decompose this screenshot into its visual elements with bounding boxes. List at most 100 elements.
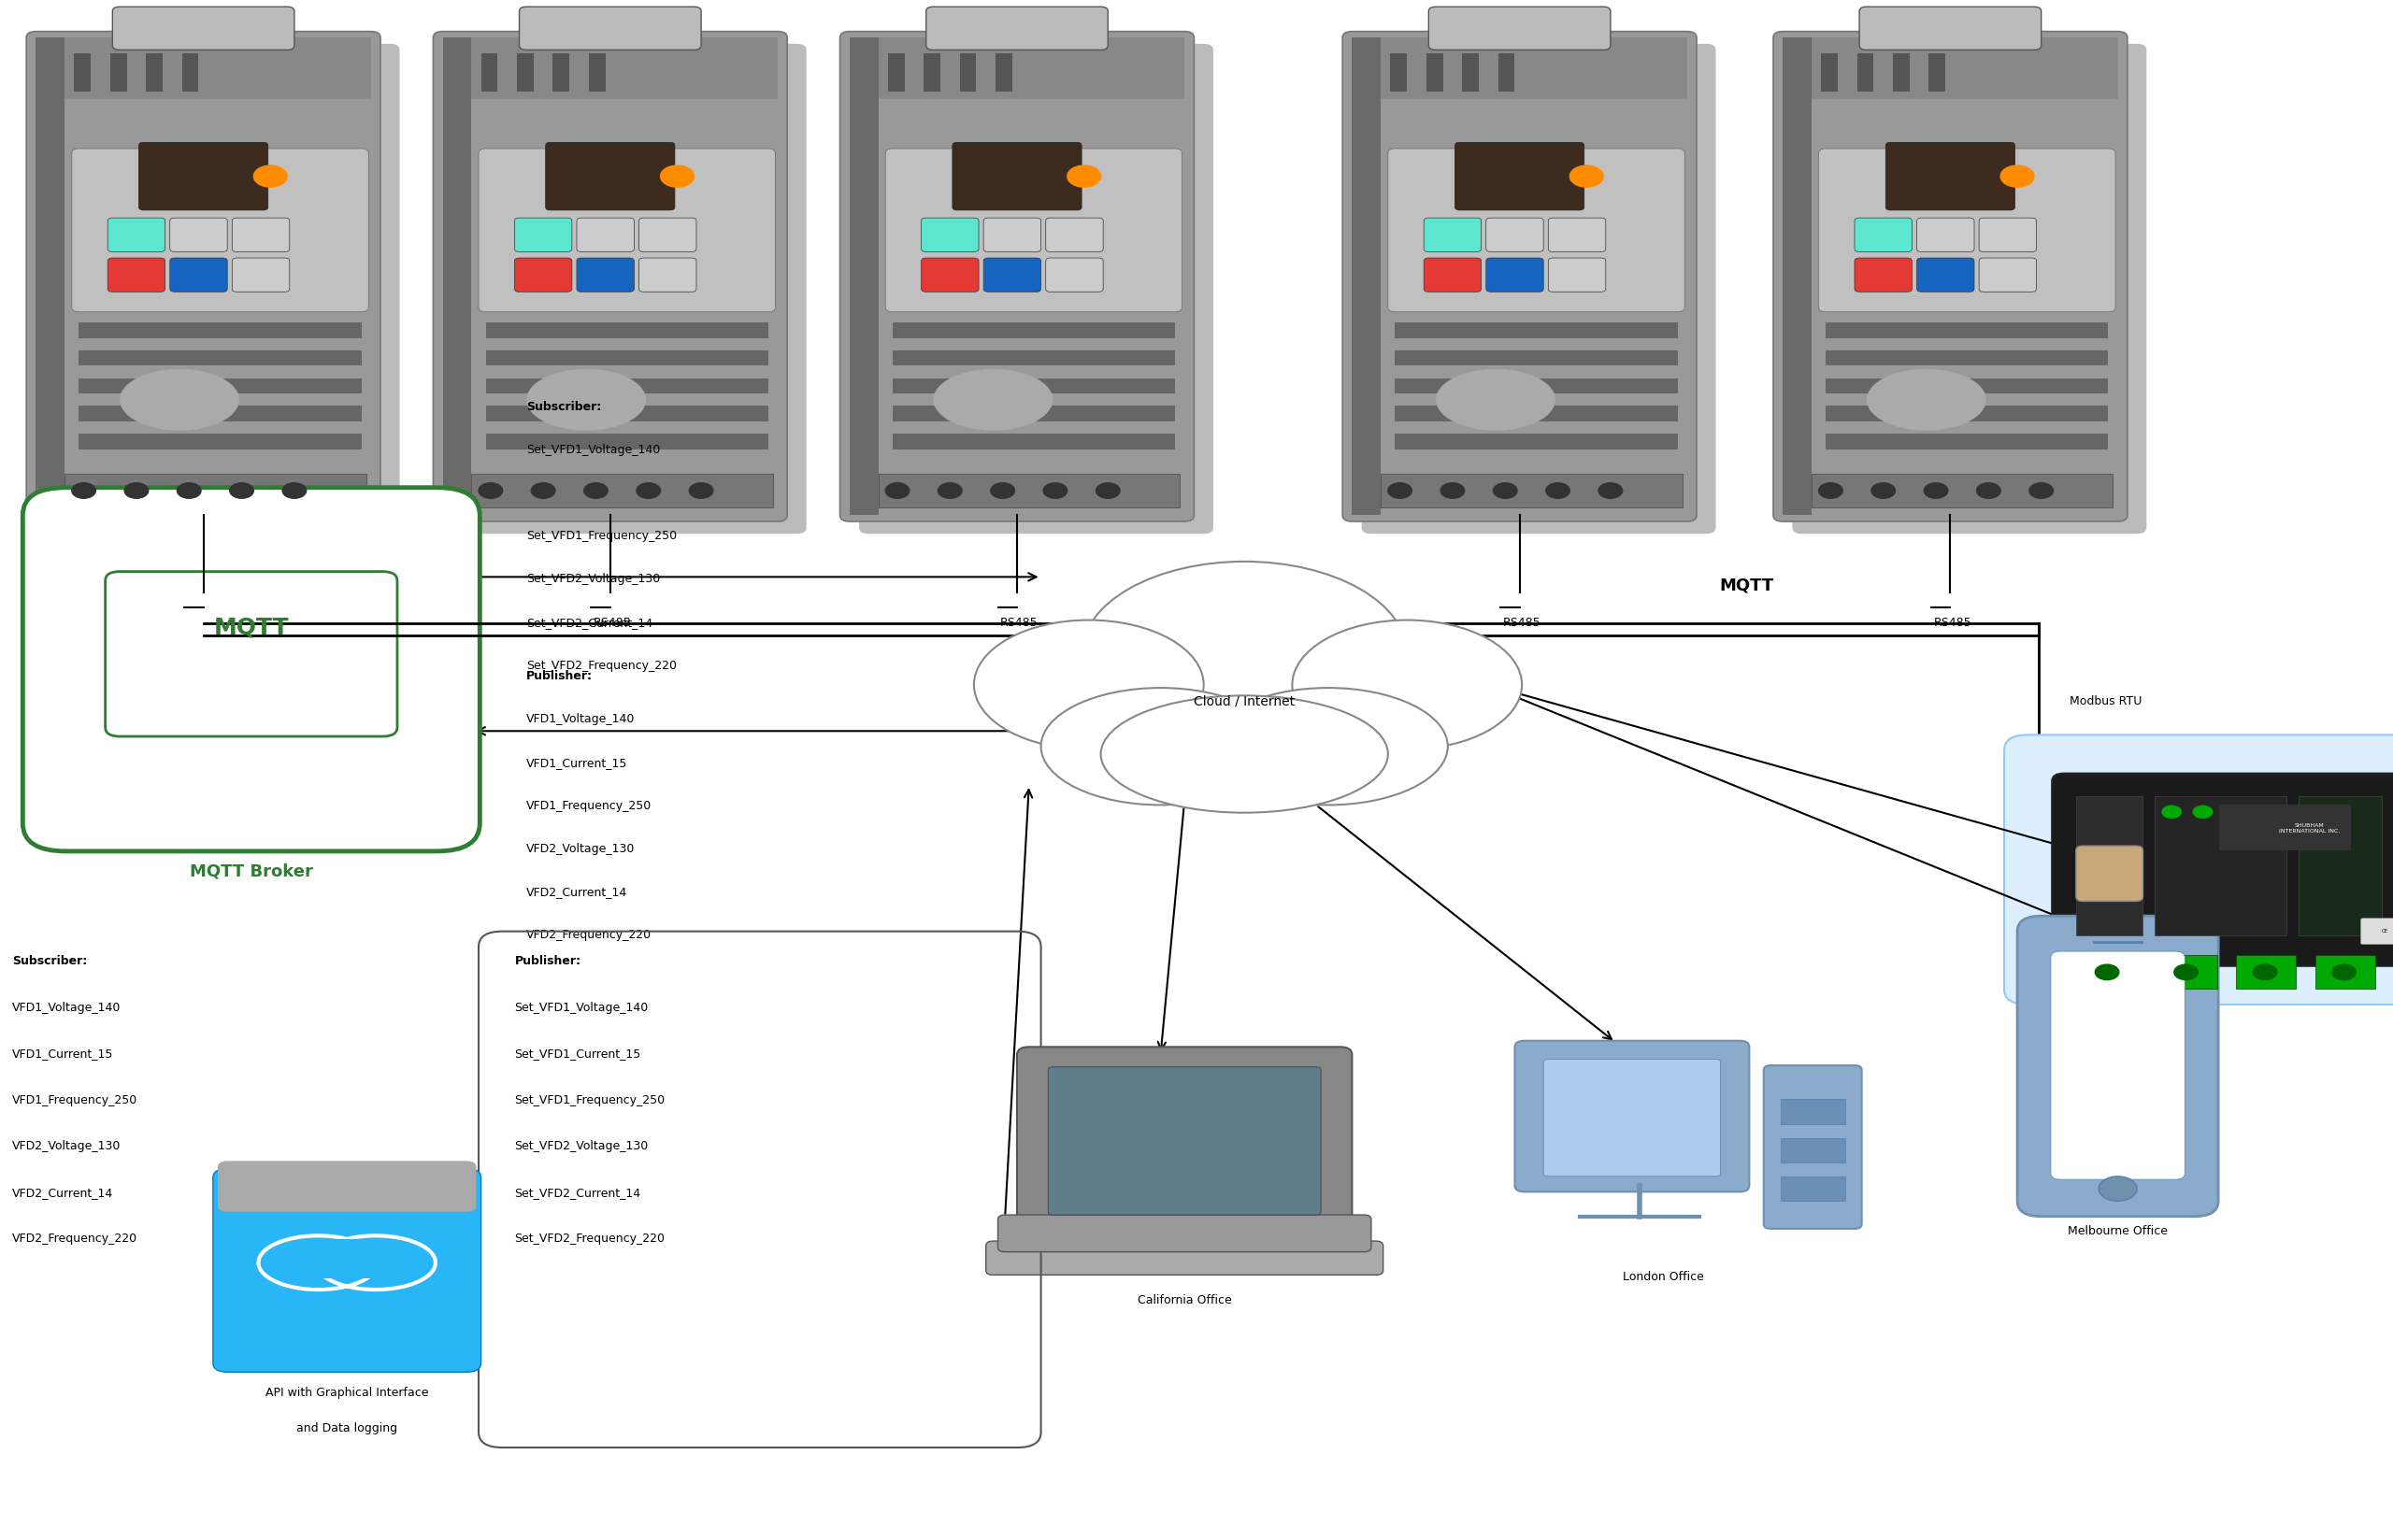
Circle shape <box>1441 484 1465 499</box>
Bar <box>79 407 361 422</box>
Bar <box>1929 54 1946 92</box>
FancyBboxPatch shape <box>984 219 1041 253</box>
FancyBboxPatch shape <box>2077 847 2144 902</box>
FancyBboxPatch shape <box>232 259 290 293</box>
FancyBboxPatch shape <box>519 8 701 51</box>
Bar <box>1462 54 1479 92</box>
Text: VFD2_Voltage_130: VFD2_Voltage_130 <box>12 1140 120 1152</box>
FancyBboxPatch shape <box>22 488 479 852</box>
Bar <box>36 39 65 516</box>
Circle shape <box>938 484 962 499</box>
Text: Set_VFD1_Current_15: Set_VFD1_Current_15 <box>526 487 653 499</box>
Bar <box>1826 434 2108 450</box>
FancyBboxPatch shape <box>921 259 979 293</box>
FancyBboxPatch shape <box>45 45 400 534</box>
Circle shape <box>72 484 96 499</box>
FancyBboxPatch shape <box>108 259 165 293</box>
Text: Set_VFD1_Current_15: Set_VFD1_Current_15 <box>514 1047 641 1060</box>
Circle shape <box>689 484 713 499</box>
FancyBboxPatch shape <box>108 219 165 253</box>
Ellipse shape <box>1208 688 1448 805</box>
FancyBboxPatch shape <box>859 45 1213 534</box>
Bar <box>79 379 361 394</box>
Text: and Data logging: and Data logging <box>297 1421 397 1434</box>
Bar <box>1826 407 2108 422</box>
Text: VFD1_Current_15: VFD1_Current_15 <box>526 756 627 768</box>
Circle shape <box>637 484 660 499</box>
Bar <box>486 323 768 339</box>
FancyBboxPatch shape <box>1017 1047 1352 1232</box>
FancyBboxPatch shape <box>218 1161 476 1212</box>
Text: VFD2_Current_14: VFD2_Current_14 <box>526 885 627 898</box>
Bar <box>471 474 773 508</box>
Bar <box>1812 474 2113 508</box>
FancyBboxPatch shape <box>1979 259 2036 293</box>
Circle shape <box>479 484 503 499</box>
Ellipse shape <box>1436 370 1555 431</box>
Bar <box>1780 1138 1845 1163</box>
FancyBboxPatch shape <box>546 143 675 211</box>
Bar <box>893 379 1175 394</box>
Text: Set_VFD2_Current_14: Set_VFD2_Current_14 <box>514 1186 641 1198</box>
FancyBboxPatch shape <box>1792 45 2147 534</box>
Bar <box>65 474 366 508</box>
FancyBboxPatch shape <box>984 259 1041 293</box>
Text: Cloud / Internet: Cloud / Internet <box>1194 695 1295 707</box>
FancyBboxPatch shape <box>1424 259 1481 293</box>
Circle shape <box>991 484 1015 499</box>
Text: California Office: California Office <box>1137 1294 1232 1306</box>
Text: VFD1_Frequency_250: VFD1_Frequency_250 <box>526 799 651 812</box>
Bar <box>79 323 361 339</box>
Circle shape <box>2194 807 2214 819</box>
Circle shape <box>885 484 909 499</box>
Bar <box>79 434 361 450</box>
Bar <box>486 351 768 367</box>
Bar <box>2158 955 2218 989</box>
Bar <box>553 54 570 92</box>
FancyBboxPatch shape <box>1424 219 1481 253</box>
Bar <box>878 39 1185 100</box>
Circle shape <box>1819 484 1843 499</box>
FancyBboxPatch shape <box>433 32 787 522</box>
Text: Set_VFD1_Voltage_140: Set_VFD1_Voltage_140 <box>514 1001 649 1013</box>
Text: CE: CE <box>2381 929 2388 933</box>
FancyBboxPatch shape <box>1486 219 1543 253</box>
Bar <box>960 54 976 92</box>
Bar <box>2237 955 2297 989</box>
FancyBboxPatch shape <box>170 259 227 293</box>
Text: MQTT: MQTT <box>213 616 290 639</box>
Text: Set_VFD2_Voltage_130: Set_VFD2_Voltage_130 <box>514 1140 649 1152</box>
FancyBboxPatch shape <box>452 45 806 534</box>
Text: Set_VFD2_Current_14: Set_VFD2_Current_14 <box>526 616 653 628</box>
Circle shape <box>1388 484 1412 499</box>
Bar <box>2316 955 2376 989</box>
Text: MQTT: MQTT <box>1721 578 1773 593</box>
Circle shape <box>177 484 201 499</box>
Ellipse shape <box>974 621 1204 750</box>
FancyBboxPatch shape <box>1886 143 2015 211</box>
Circle shape <box>2099 1177 2137 1201</box>
FancyBboxPatch shape <box>1388 149 1685 313</box>
FancyBboxPatch shape <box>577 219 634 253</box>
Bar <box>1826 351 2108 367</box>
FancyBboxPatch shape <box>2017 916 2218 1217</box>
FancyBboxPatch shape <box>1917 219 1974 253</box>
FancyBboxPatch shape <box>1548 259 1606 293</box>
Bar <box>1826 379 2108 394</box>
FancyBboxPatch shape <box>1486 259 1543 293</box>
Circle shape <box>2254 964 2278 979</box>
Circle shape <box>1493 484 1517 499</box>
FancyBboxPatch shape <box>998 1215 1371 1252</box>
Circle shape <box>2163 807 2182 819</box>
FancyBboxPatch shape <box>139 143 268 211</box>
FancyBboxPatch shape <box>1855 259 1912 293</box>
FancyBboxPatch shape <box>1342 32 1697 522</box>
Bar <box>2156 798 2288 935</box>
FancyBboxPatch shape <box>2005 736 2393 1004</box>
Bar <box>146 54 163 92</box>
Bar <box>1826 323 2108 339</box>
FancyBboxPatch shape <box>72 149 369 313</box>
FancyBboxPatch shape <box>840 32 1194 522</box>
FancyBboxPatch shape <box>213 1169 481 1372</box>
Bar <box>1381 474 1682 508</box>
